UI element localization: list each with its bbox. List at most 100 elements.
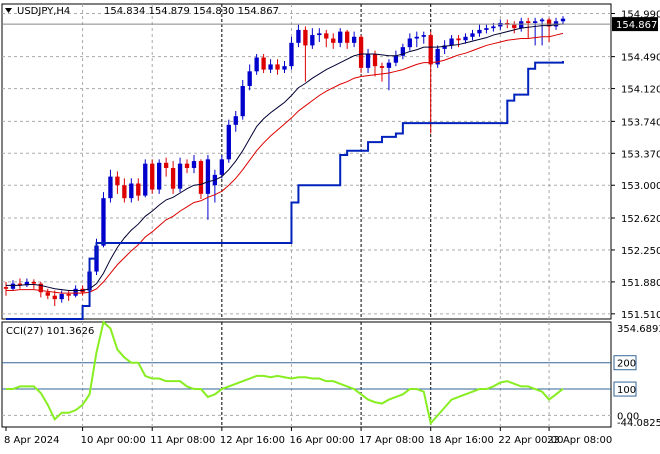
candle-body [421, 35, 426, 37]
candle-body [254, 57, 259, 72]
candle [275, 59, 280, 75]
candle-body [331, 38, 336, 43]
candle-body [519, 21, 524, 29]
slow-ma-line [6, 32, 564, 294]
candle-body [407, 38, 412, 48]
candle-body [310, 35, 315, 46]
candle [247, 64, 252, 91]
candle [386, 59, 392, 91]
candle [282, 60, 287, 74]
candle [539, 17, 545, 46]
cci-tick-label: -44.0825 [617, 418, 660, 429]
candle [219, 155, 224, 179]
candle-body [261, 57, 266, 70]
candle-body [170, 167, 176, 189]
candle-body [268, 64, 273, 70]
candle-body [66, 293, 71, 296]
candle-body [449, 38, 454, 46]
collapse-triangle-icon[interactable] [5, 8, 12, 13]
candle-body [338, 31, 343, 43]
candle [59, 290, 64, 303]
candle [205, 155, 211, 220]
candle-body [136, 183, 141, 196]
candle-body [38, 283, 43, 293]
candle-body [52, 295, 57, 300]
candle [338, 28, 343, 48]
candle-body [24, 281, 30, 286]
candle-body [484, 28, 489, 30]
chart-header: USDJPY,H4 154.834 154.879 154.830 154.86… [5, 6, 279, 17]
cci-panel-frame [1, 321, 612, 428]
candle-body [442, 45, 447, 49]
candle-body [317, 33, 322, 36]
candle-body [379, 66, 385, 68]
candle-body [463, 36, 468, 41]
candle-body [150, 163, 155, 190]
candle-body [163, 162, 169, 168]
candle-body [157, 162, 162, 190]
symbol-label: USDJPY,H4 [17, 6, 70, 17]
candle [115, 171, 120, 194]
candle [428, 31, 433, 134]
candle-body [282, 66, 287, 70]
candle-body [498, 22, 503, 27]
candle [463, 33, 468, 44]
candle-body [129, 183, 134, 199]
candle [303, 26, 308, 82]
candle [546, 17, 552, 42]
time-tick-label: 23 Apr 08:00 [547, 435, 612, 446]
candle-body [435, 48, 440, 65]
candle-body [324, 33, 329, 39]
support-step-line [6, 60, 564, 320]
candle [73, 285, 78, 298]
ohlc-readout: 154.834 154.879 154.830 154.867 [104, 6, 279, 17]
candle [414, 31, 419, 48]
cci-line [6, 320, 564, 426]
candle-layer [3, 16, 566, 307]
candle-body [372, 54, 378, 67]
line-layer [2, 23, 611, 320]
candle [268, 59, 273, 74]
candle-body [59, 293, 64, 300]
cci-layer [2, 320, 611, 426]
candle [345, 29, 350, 49]
candle-body [191, 161, 197, 168]
time-tick-label: 11 Apr 08:00 [150, 435, 215, 446]
candle [532, 17, 538, 46]
candle [136, 178, 141, 201]
candle-body [31, 281, 37, 284]
candle [351, 31, 357, 48]
candle [435, 45, 440, 68]
candle [129, 178, 134, 203]
candle [177, 157, 183, 193]
candle [560, 16, 566, 25]
price-tick-label: 154.490 [621, 53, 660, 64]
candle [163, 157, 169, 177]
cci-level-tag [613, 381, 637, 397]
candle-body [177, 163, 183, 189]
candle-body [122, 185, 127, 199]
time-tick-label: 17 Apr 08:00 [359, 435, 424, 446]
time-tick-label: 18 Apr 16:00 [429, 435, 494, 446]
candle [52, 290, 57, 307]
candle [393, 50, 399, 67]
candle [150, 159, 155, 194]
candle [365, 48, 371, 74]
candle-body [3, 287, 9, 289]
price-tick-label: 152.620 [621, 214, 660, 225]
candle [484, 24, 489, 34]
candle [526, 17, 531, 39]
candle-body [205, 159, 211, 194]
candle [477, 24, 482, 37]
price-tick-label: 153.740 [621, 117, 660, 128]
candle-body [546, 19, 552, 27]
candle [331, 33, 336, 49]
candle [400, 43, 406, 60]
candle-body [233, 116, 238, 125]
candle [310, 28, 315, 49]
fast-ma-line [6, 23, 564, 292]
candle-body [477, 29, 482, 34]
candle [17, 278, 23, 289]
candle-body [351, 36, 357, 43]
indicator-header: CCI(27) 101.3626 [6, 326, 94, 337]
